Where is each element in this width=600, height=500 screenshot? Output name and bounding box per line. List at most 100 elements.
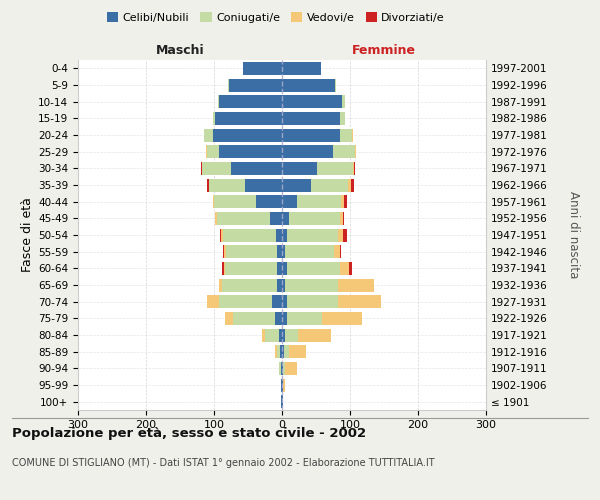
Bar: [262, 328, 265, 342]
Bar: [289, 212, 340, 225]
Bar: [282, 178, 311, 192]
Bar: [340, 212, 343, 225]
Bar: [218, 95, 220, 108]
Bar: [202, 162, 231, 175]
Bar: [343, 212, 344, 225]
Bar: [281, 395, 282, 408]
Bar: [220, 145, 282, 158]
Bar: [286, 245, 334, 258]
Bar: [201, 162, 202, 175]
Bar: [215, 212, 217, 225]
Bar: [340, 245, 341, 258]
Text: Maschi: Maschi: [155, 44, 205, 57]
Bar: [311, 178, 348, 192]
Bar: [287, 262, 340, 275]
Bar: [282, 112, 340, 125]
Bar: [233, 312, 275, 325]
Bar: [341, 195, 344, 208]
Bar: [333, 145, 355, 158]
Bar: [284, 345, 289, 358]
Bar: [282, 395, 283, 408]
Bar: [282, 278, 286, 291]
Bar: [219, 295, 272, 308]
Bar: [282, 228, 287, 241]
Bar: [212, 128, 282, 141]
Bar: [207, 145, 220, 158]
Bar: [277, 245, 282, 258]
Bar: [322, 312, 362, 325]
Bar: [334, 245, 340, 258]
Bar: [221, 228, 223, 241]
Bar: [282, 245, 286, 258]
Text: Popolazione per età, sesso e stato civile - 2002: Popolazione per età, sesso e stato civil…: [12, 428, 366, 440]
Bar: [275, 345, 277, 358]
Bar: [209, 178, 245, 192]
Bar: [285, 362, 297, 375]
Bar: [282, 162, 317, 175]
Bar: [219, 278, 222, 291]
Bar: [287, 312, 322, 325]
Text: COMUNE DI STIGLIANO (MT) - Dati ISTAT 1° gennaio 2002 - Elaborazione TUTTITALIA.: COMUNE DI STIGLIANO (MT) - Dati ISTAT 1°…: [12, 458, 434, 468]
Bar: [283, 378, 285, 392]
Bar: [242, 62, 282, 75]
Bar: [280, 345, 282, 358]
Bar: [224, 262, 225, 275]
Bar: [282, 295, 287, 308]
Bar: [220, 228, 221, 241]
Bar: [282, 195, 297, 208]
Bar: [228, 78, 229, 92]
Bar: [282, 262, 287, 275]
Bar: [298, 328, 331, 342]
Bar: [272, 295, 282, 308]
Bar: [340, 262, 349, 275]
Bar: [206, 295, 219, 308]
Bar: [286, 278, 338, 291]
Bar: [335, 78, 336, 92]
Bar: [282, 328, 285, 342]
Bar: [338, 278, 374, 291]
Bar: [282, 145, 333, 158]
Bar: [355, 145, 356, 158]
Bar: [281, 378, 282, 392]
Bar: [282, 312, 287, 325]
Bar: [223, 245, 224, 258]
Bar: [226, 245, 277, 258]
Legend: Celibi/Nubili, Coniugati/e, Vedovi/e, Divorziati/e: Celibi/Nubili, Coniugati/e, Vedovi/e, Di…: [103, 8, 449, 28]
Bar: [342, 95, 344, 108]
Bar: [287, 295, 338, 308]
Bar: [282, 62, 322, 75]
Bar: [215, 112, 282, 125]
Bar: [224, 245, 226, 258]
Bar: [222, 278, 277, 291]
Bar: [245, 178, 282, 192]
Bar: [282, 362, 283, 375]
Bar: [352, 128, 353, 141]
Bar: [282, 378, 283, 392]
Bar: [277, 278, 282, 291]
Bar: [338, 295, 380, 308]
Bar: [344, 195, 347, 208]
Bar: [340, 128, 352, 141]
Bar: [256, 195, 282, 208]
Bar: [297, 195, 341, 208]
Bar: [225, 312, 233, 325]
Bar: [225, 262, 277, 275]
Bar: [350, 178, 354, 192]
Bar: [354, 162, 355, 175]
Y-axis label: Fasce di età: Fasce di età: [21, 198, 34, 272]
Bar: [223, 228, 276, 241]
Bar: [275, 312, 282, 325]
Bar: [277, 345, 280, 358]
Bar: [214, 195, 256, 208]
Bar: [282, 345, 284, 358]
Bar: [282, 212, 289, 225]
Bar: [340, 112, 344, 125]
Bar: [276, 228, 282, 241]
Bar: [348, 178, 350, 192]
Bar: [338, 228, 343, 241]
Bar: [222, 262, 224, 275]
Bar: [283, 362, 285, 375]
Bar: [317, 162, 353, 175]
Bar: [282, 128, 340, 141]
Bar: [217, 212, 270, 225]
